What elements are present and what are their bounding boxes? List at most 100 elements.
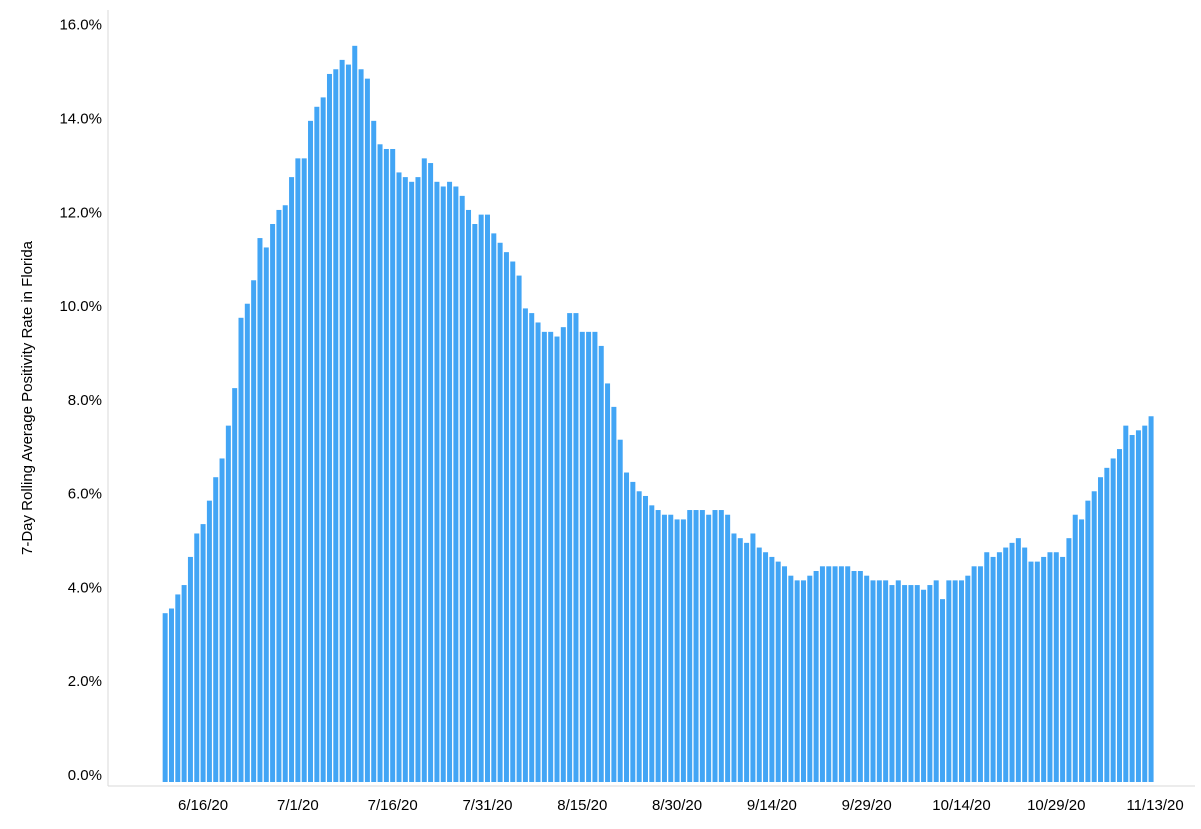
bar — [548, 331, 554, 782]
bar — [491, 233, 497, 782]
bar — [1022, 547, 1028, 782]
bar — [1028, 561, 1034, 782]
bar — [952, 580, 958, 782]
x-tick-label: 10/29/20 — [1027, 797, 1085, 814]
bar — [206, 500, 212, 782]
bar — [1091, 491, 1097, 782]
bar — [693, 510, 699, 782]
bar — [181, 585, 187, 782]
bar — [345, 64, 351, 782]
bar — [984, 552, 990, 782]
bar — [1079, 519, 1085, 782]
x-tick-label: 9/29/20 — [842, 797, 892, 814]
bar — [453, 186, 459, 782]
bar — [478, 214, 484, 782]
bar — [371, 120, 377, 783]
x-tick-label: 7/16/20 — [368, 797, 418, 814]
bar — [567, 313, 573, 782]
bar — [466, 209, 472, 782]
bar — [402, 177, 408, 783]
bar — [864, 575, 870, 782]
bar — [1116, 449, 1122, 782]
bar — [1085, 500, 1091, 782]
bar — [718, 510, 724, 782]
bar — [782, 566, 788, 782]
bar — [794, 580, 800, 782]
bar — [421, 158, 427, 783]
bar — [819, 566, 825, 782]
bar — [996, 552, 1002, 782]
y-tick-label: 8.0% — [68, 392, 102, 409]
bar — [946, 580, 952, 782]
bar — [225, 425, 231, 782]
y-tick-label: 2.0% — [68, 673, 102, 690]
bar — [529, 313, 535, 782]
bar — [289, 177, 295, 783]
bar — [472, 224, 478, 782]
bar — [377, 144, 383, 783]
bar — [1123, 425, 1129, 782]
bar — [857, 570, 863, 782]
bar — [320, 97, 326, 782]
bar — [175, 594, 181, 782]
bar — [339, 59, 345, 782]
bar — [876, 580, 882, 782]
bar — [428, 163, 434, 783]
bar — [1053, 552, 1059, 782]
bar — [756, 547, 762, 782]
bar — [1072, 514, 1078, 782]
bar — [737, 538, 743, 782]
bar — [971, 566, 977, 782]
bar — [813, 570, 819, 782]
bar — [661, 514, 667, 782]
bar — [914, 585, 920, 782]
bar — [383, 148, 389, 783]
x-tick-label: 7/1/20 — [277, 797, 319, 814]
bar — [1110, 458, 1116, 782]
bar — [958, 580, 964, 782]
bar — [573, 313, 579, 782]
bar — [333, 69, 339, 782]
bar — [598, 345, 604, 782]
bar — [434, 181, 440, 782]
bar — [364, 78, 370, 782]
bar — [244, 303, 250, 782]
bar — [1148, 416, 1154, 782]
bar — [851, 570, 857, 782]
bar — [270, 224, 276, 782]
x-tick-label: 10/14/20 — [932, 797, 990, 814]
x-tick-label: 9/14/20 — [747, 797, 797, 814]
bar — [649, 505, 655, 782]
bar — [845, 566, 851, 782]
bar — [200, 524, 206, 782]
bar — [744, 542, 750, 782]
bar — [358, 69, 364, 782]
x-tick-label: 11/13/20 — [1126, 797, 1183, 814]
bar — [162, 613, 168, 782]
bar — [933, 580, 939, 782]
bar — [902, 585, 908, 782]
bar — [977, 566, 983, 782]
bar — [276, 209, 282, 782]
bar — [883, 580, 889, 782]
bar — [592, 331, 598, 782]
bar — [769, 556, 775, 782]
bar — [295, 158, 301, 783]
bar — [838, 566, 844, 782]
y-tick-label: 16.0% — [59, 17, 102, 34]
bar — [630, 481, 636, 782]
bar — [510, 261, 516, 782]
bar — [1047, 552, 1053, 782]
bar — [807, 575, 813, 782]
bar — [655, 510, 661, 782]
bar — [750, 533, 756, 782]
bar — [788, 575, 794, 782]
bar — [1066, 538, 1072, 782]
bar — [889, 585, 895, 782]
bar — [775, 561, 781, 782]
bar — [554, 336, 560, 782]
bar — [282, 205, 288, 782]
bar — [541, 331, 547, 782]
bar — [1003, 547, 1009, 782]
bar — [870, 580, 876, 782]
